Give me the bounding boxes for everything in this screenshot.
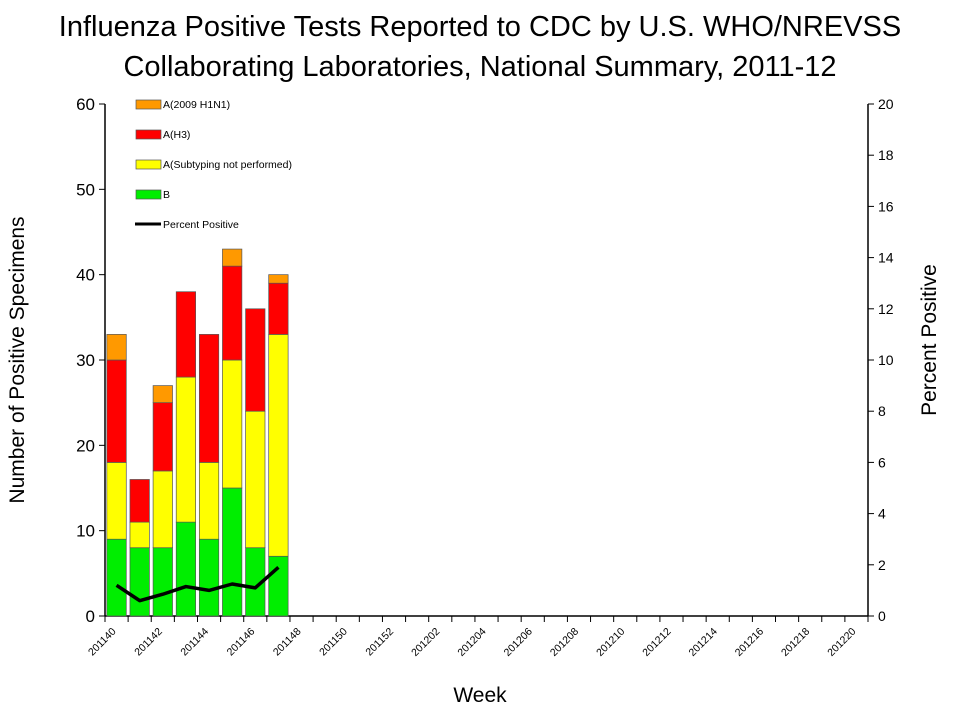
x-tick-label: 201144 <box>178 626 211 659</box>
bar-a-subtyping-not-performed- <box>129 521 150 549</box>
x-tick-label: 201142 <box>132 626 165 659</box>
bar-a-h3- <box>198 334 220 463</box>
x-tick-label: 201202 <box>409 626 442 659</box>
bar-a-subtyping-not-performed- <box>106 462 127 540</box>
bar-a-subtyping-not-performed- <box>268 334 289 557</box>
chart-title-line: Influenza Positive Tests Reported to CDC… <box>59 11 901 43</box>
percent-positive-line <box>115 566 280 603</box>
y2-tick-label: 16 <box>878 198 894 214</box>
legend-swatch <box>135 129 162 140</box>
bar-b <box>222 487 243 617</box>
bar-b <box>152 547 173 617</box>
x-tick-label: 201216 <box>733 626 766 659</box>
x-tick-label: 201206 <box>502 626 535 659</box>
y2-tick-label: 18 <box>878 147 894 163</box>
y2-tick-label: 2 <box>878 557 886 573</box>
bar-b <box>268 555 289 617</box>
legend-swatch <box>135 99 162 110</box>
y2-tick-label: 8 <box>878 403 886 419</box>
x-tick-label: 201208 <box>548 626 581 659</box>
legend-swatch <box>135 189 162 200</box>
bar-a-subtyping-not-performed- <box>222 359 243 489</box>
legend-label: A(H3) <box>163 129 190 141</box>
y-tick-label: 40 <box>76 266 95 285</box>
y2-tick-label: 4 <box>878 506 886 522</box>
bar-a-subtyping-not-performed- <box>152 470 173 549</box>
bar-a-h3- <box>106 359 127 463</box>
x-tick-label: 201220 <box>825 626 858 659</box>
bar-a-2009-h1n1- <box>152 385 173 404</box>
y2-tick-label: 20 <box>878 96 894 112</box>
bar-a-subtyping-not-performed- <box>175 376 196 523</box>
y-tick-label: 30 <box>76 351 95 370</box>
legend-label: A(Subtyping not performed) <box>163 159 292 171</box>
x-tick-label: 201210 <box>594 626 627 659</box>
bar-a-h3- <box>245 308 266 412</box>
x-tick-label: 201212 <box>640 626 673 659</box>
chart-title-line: Collaborating Laboratories, National Sum… <box>123 51 836 83</box>
x-tick-label: 201146 <box>225 626 258 659</box>
bar-b <box>106 538 127 617</box>
y2-tick-label: 10 <box>878 352 894 368</box>
x-axis-label: Week <box>453 684 507 707</box>
bar-a-h3- <box>175 291 196 378</box>
x-tick-label: 201150 <box>317 626 350 659</box>
bar-b <box>175 521 196 617</box>
y2-tick-label: 14 <box>878 250 894 266</box>
bar-a-h3- <box>268 282 289 335</box>
x-tick-label: 201214 <box>687 626 720 659</box>
y-tick-label: 50 <box>76 180 95 199</box>
y2-tick-label: 6 <box>878 454 886 470</box>
bar-a-h3- <box>222 265 243 361</box>
x-tick-label: 201140 <box>86 626 119 659</box>
legend-label: Percent Positive <box>163 219 239 231</box>
x-tick-label: 201148 <box>271 626 304 659</box>
legend-swatch <box>135 159 162 170</box>
bar-a-2009-h1n1- <box>106 334 127 361</box>
legend-label: A(2009 H1N1) <box>163 99 230 111</box>
y2-tick-label: 0 <box>878 608 886 624</box>
x-tick-label: 201204 <box>455 626 488 659</box>
y-axis-label: Number of Positive Specimens <box>6 216 29 503</box>
x-tick-label: 201152 <box>363 626 396 659</box>
bar-b <box>129 547 150 617</box>
bar-a-subtyping-not-performed- <box>245 410 266 549</box>
bar-a-2009-h1n1- <box>268 274 289 284</box>
y2-axis-label: Percent Positive <box>918 264 941 416</box>
bar-a-h3- <box>129 479 150 523</box>
bar-a-h3- <box>152 402 173 472</box>
bar-b <box>198 538 220 617</box>
bar-a-2009-h1n1- <box>222 248 243 267</box>
x-tick-label: 201218 <box>779 626 812 659</box>
y-tick-label: 20 <box>76 436 95 455</box>
bar-a-subtyping-not-performed- <box>198 462 220 540</box>
y-tick-label: 10 <box>76 522 95 541</box>
y-tick-label: 0 <box>86 607 95 626</box>
y-tick-label: 60 <box>76 95 95 114</box>
y2-tick-label: 12 <box>878 301 894 317</box>
legend-label: B <box>163 189 170 201</box>
